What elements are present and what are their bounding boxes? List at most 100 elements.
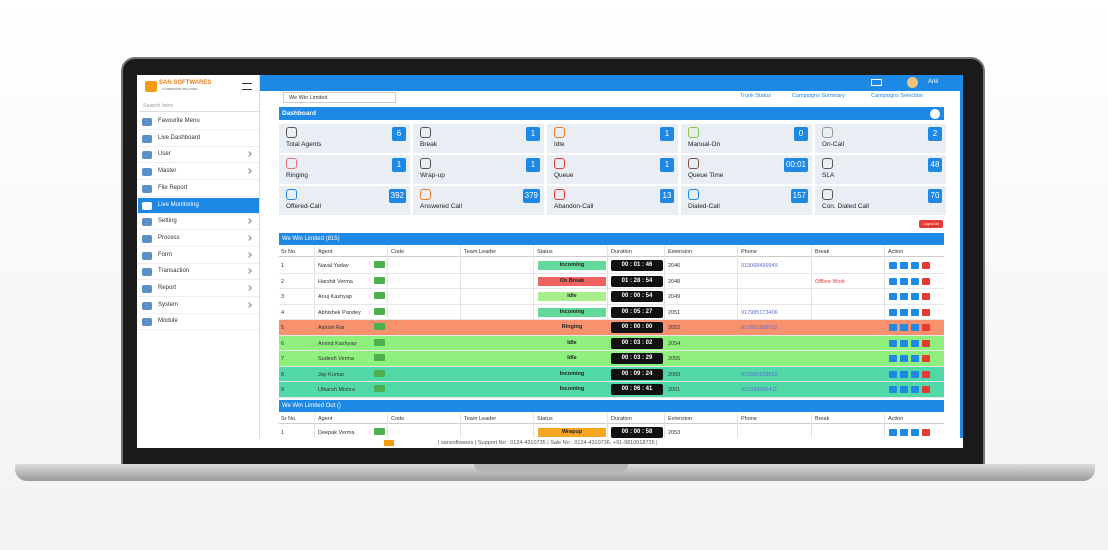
menu-item[interactable]: Module	[138, 314, 259, 331]
phone-number[interactable]: 917651869722	[741, 325, 778, 331]
action-button[interactable]	[911, 324, 919, 331]
menu-icon	[142, 285, 152, 293]
search-box[interactable]: Search here	[139, 101, 259, 112]
column-header[interactable]: Break	[815, 249, 830, 255]
action-button[interactable]	[911, 386, 919, 393]
agent-name: Deepak Verma	[318, 430, 355, 436]
action-button[interactable]	[911, 308, 919, 316]
action-button[interactable]	[889, 370, 897, 378]
column-header[interactable]: Status	[537, 249, 553, 255]
action-button[interactable]	[911, 262, 919, 269]
action-button[interactable]	[889, 262, 897, 269]
column-header[interactable]: Duration	[611, 416, 632, 422]
menu-item[interactable]: Live Dashboard	[138, 131, 259, 147]
column-header[interactable]: Code	[391, 416, 405, 422]
column-header[interactable]: Duration	[611, 249, 632, 255]
card-icon	[420, 127, 431, 138]
action-button[interactable]	[911, 370, 919, 378]
menu-item[interactable]: Process	[138, 231, 259, 247]
action-button[interactable]	[900, 429, 908, 436]
column-header[interactable]: Break	[815, 416, 830, 422]
menu-arrow	[246, 151, 252, 158]
action-button[interactable]	[889, 429, 897, 436]
column-header[interactable]: Extension	[668, 249, 693, 255]
column-header[interactable]: Status	[537, 416, 553, 422]
top-link[interactable]: Campaigns Summary	[792, 93, 845, 99]
phone-number[interactable]: 917985173406	[741, 309, 778, 316]
action-button[interactable]	[889, 324, 897, 331]
menu-label: Report	[158, 285, 177, 291]
menu-arrow	[246, 168, 252, 174]
column-header[interactable]: Extension	[668, 416, 693, 422]
action-button[interactable]	[889, 339, 897, 347]
menu-item[interactable]: Setting	[138, 214, 259, 231]
menu-item[interactable]: File Report	[138, 181, 259, 197]
action-button[interactable]	[922, 370, 930, 378]
action-button[interactable]	[911, 339, 919, 347]
action-button[interactable]	[889, 308, 897, 316]
menu-item[interactable]: Form	[138, 248, 259, 264]
action-button[interactable]	[900, 262, 908, 269]
action-button[interactable]	[922, 324, 930, 331]
action-button[interactable]	[922, 277, 930, 285]
menu-item[interactable]: Favourite Menu	[138, 114, 259, 130]
menu-item[interactable]: Report	[138, 281, 259, 297]
action-button[interactable]	[900, 386, 908, 393]
menu-item[interactable]: Master	[138, 164, 259, 181]
action-button[interactable]	[922, 386, 930, 393]
action-button[interactable]	[922, 262, 930, 269]
phone-number[interactable]: 919580228652	[741, 371, 778, 378]
action-button[interactable]	[911, 355, 919, 362]
menu-item[interactable]: System	[138, 298, 259, 314]
column-header[interactable]: Phone	[741, 416, 757, 422]
logout-all-button[interactable]: Logout All	[919, 220, 943, 228]
action-button[interactable]	[900, 324, 908, 331]
topbar	[260, 75, 963, 91]
action-button[interactable]	[889, 386, 897, 393]
monitor-icon[interactable]	[871, 79, 882, 86]
column-header[interactable]: Sr No.	[281, 416, 297, 422]
column-header[interactable]: Team Leader	[464, 416, 497, 422]
action-button[interactable]	[911, 277, 919, 285]
action-button[interactable]	[889, 277, 897, 285]
menu-label: Master	[158, 168, 177, 175]
action-button[interactable]	[922, 293, 930, 300]
user-name[interactable]: Anil	[928, 79, 939, 85]
avatar[interactable]	[907, 77, 918, 88]
menu-item[interactable]: Transaction	[138, 264, 259, 281]
action-button[interactable]	[922, 339, 930, 347]
column-header[interactable]: Phone	[741, 249, 757, 255]
action-button[interactable]	[889, 355, 897, 362]
menu-label: Live Dashboard	[158, 134, 201, 141]
menu-item[interactable]: User	[138, 147, 259, 164]
action-button[interactable]	[900, 308, 908, 316]
action-button[interactable]	[900, 370, 908, 378]
sr-no: 1	[281, 263, 285, 269]
menu-item[interactable]: Live Monitoring	[138, 197, 259, 214]
menu-toggle[interactable]	[242, 83, 252, 90]
action-button[interactable]	[922, 308, 930, 316]
action-button[interactable]	[900, 277, 908, 285]
phone-number[interactable]: 916398066411	[741, 387, 778, 393]
column-header[interactable]: Code	[391, 249, 405, 255]
card-icon	[688, 127, 699, 138]
action-button[interactable]	[922, 355, 930, 362]
action-button[interactable]	[889, 293, 897, 300]
action-button[interactable]	[911, 429, 919, 436]
column-header[interactable]: Agent	[318, 416, 333, 422]
column-header[interactable]: Sr No.	[281, 249, 297, 255]
top-link[interactable]: Campaigns Selection	[871, 93, 923, 99]
action-button[interactable]	[922, 429, 930, 436]
action-button[interactable]	[900, 355, 908, 362]
column-header[interactable]: Action	[888, 416, 904, 422]
action-button[interactable]	[911, 293, 919, 300]
column-header[interactable]: Agent	[318, 249, 333, 255]
campaign-select[interactable]: We Win Limited	[283, 92, 396, 103]
top-link[interactable]: Trunk Status	[740, 93, 771, 99]
action-button[interactable]	[900, 339, 908, 347]
action-button[interactable]	[900, 293, 908, 300]
phone-number[interactable]: 919068499949	[741, 263, 778, 269]
column-header[interactable]: Action	[888, 249, 904, 255]
column-header[interactable]: Team Leader	[464, 249, 497, 255]
close-button[interactable]	[930, 109, 940, 119]
